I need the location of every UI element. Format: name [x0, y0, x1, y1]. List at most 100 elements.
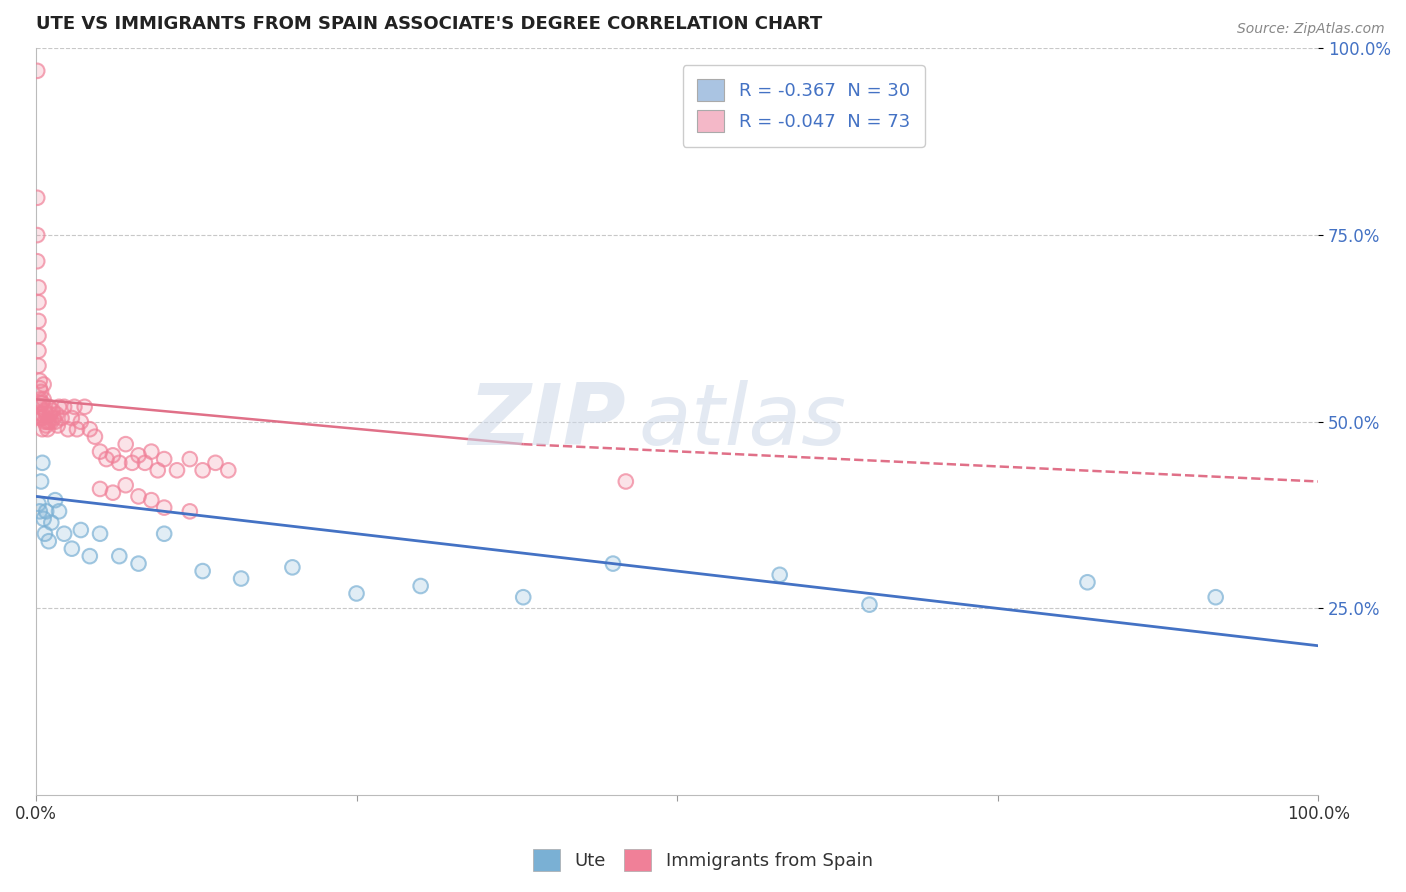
- Point: [79, 549, 101, 563]
- Point: [614, 475, 637, 489]
- Point: [153, 526, 176, 541]
- Point: [48, 400, 70, 414]
- Point: [89, 444, 111, 458]
- Point: [128, 448, 150, 462]
- Text: atlas: atlas: [638, 380, 846, 463]
- Point: [101, 448, 124, 462]
- Point: [146, 463, 169, 477]
- Point: [27, 359, 49, 373]
- Point: [30, 396, 52, 410]
- Point: [30, 407, 52, 421]
- Point: [146, 463, 169, 477]
- Legend: Ute, Immigrants from Spain: Ute, Immigrants from Spain: [526, 842, 880, 879]
- Point: [134, 456, 156, 470]
- Point: [96, 452, 118, 467]
- Point: [38, 400, 60, 414]
- Point: [27, 295, 49, 310]
- Point: [28, 400, 51, 414]
- Point: [31, 456, 53, 470]
- Point: [31, 411, 53, 425]
- Point: [134, 456, 156, 470]
- Point: [108, 549, 131, 563]
- Point: [769, 567, 792, 582]
- Point: [30, 475, 52, 489]
- Point: [38, 415, 60, 429]
- Point: [346, 586, 368, 600]
- Point: [108, 456, 131, 470]
- Point: [28, 400, 51, 414]
- Point: [769, 567, 792, 582]
- Point: [28, 392, 51, 407]
- Point: [166, 463, 188, 477]
- Point: [114, 437, 136, 451]
- Point: [96, 452, 118, 467]
- Point: [48, 400, 70, 414]
- Point: [31, 407, 53, 421]
- Point: [34, 415, 56, 429]
- Point: [27, 280, 49, 294]
- Point: [28, 504, 51, 518]
- Point: [179, 452, 201, 467]
- Point: [25, 254, 48, 268]
- Point: [45, 407, 67, 421]
- Point: [858, 598, 880, 612]
- Point: [28, 374, 51, 388]
- Text: UTE VS IMMIGRANTS FROM SPAIN ASSOCIATE'S DEGREE CORRELATION CHART: UTE VS IMMIGRANTS FROM SPAIN ASSOCIATE'S…: [37, 15, 823, 33]
- Point: [31, 396, 53, 410]
- Point: [41, 516, 63, 530]
- Point: [31, 422, 53, 436]
- Point: [44, 415, 66, 429]
- Point: [35, 407, 58, 421]
- Point: [101, 485, 124, 500]
- Point: [191, 564, 214, 578]
- Point: [191, 463, 214, 477]
- Text: Source: ZipAtlas.com: Source: ZipAtlas.com: [1237, 22, 1385, 37]
- Point: [89, 526, 111, 541]
- Point: [51, 411, 73, 425]
- Point: [56, 422, 79, 436]
- Point: [27, 295, 49, 310]
- Point: [32, 377, 55, 392]
- Point: [114, 437, 136, 451]
- Point: [32, 512, 55, 526]
- Point: [27, 329, 49, 343]
- Point: [27, 314, 49, 328]
- Point: [38, 415, 60, 429]
- Point: [27, 497, 49, 511]
- Point: [217, 463, 239, 477]
- Point: [41, 415, 63, 429]
- Point: [27, 280, 49, 294]
- Point: [34, 403, 56, 417]
- Point: [27, 329, 49, 343]
- Point: [69, 415, 91, 429]
- Point: [69, 523, 91, 537]
- Point: [141, 444, 163, 458]
- Point: [63, 400, 86, 414]
- Point: [39, 407, 62, 421]
- Point: [28, 411, 51, 425]
- Point: [28, 381, 51, 395]
- Point: [37, 422, 59, 436]
- Point: [191, 463, 214, 477]
- Point: [153, 500, 176, 515]
- Point: [512, 591, 534, 605]
- Point: [204, 456, 226, 470]
- Point: [128, 557, 150, 571]
- Point: [35, 418, 58, 433]
- Point: [27, 343, 49, 358]
- Point: [31, 456, 53, 470]
- Point: [602, 557, 624, 571]
- Point: [69, 415, 91, 429]
- Point: [204, 456, 226, 470]
- Point: [31, 407, 53, 421]
- Point: [217, 463, 239, 477]
- Point: [512, 591, 534, 605]
- Point: [1076, 575, 1098, 590]
- Point: [114, 478, 136, 492]
- Point: [79, 422, 101, 436]
- Point: [30, 407, 52, 421]
- Point: [41, 403, 63, 417]
- Point: [73, 400, 96, 414]
- Point: [79, 549, 101, 563]
- Point: [281, 560, 304, 574]
